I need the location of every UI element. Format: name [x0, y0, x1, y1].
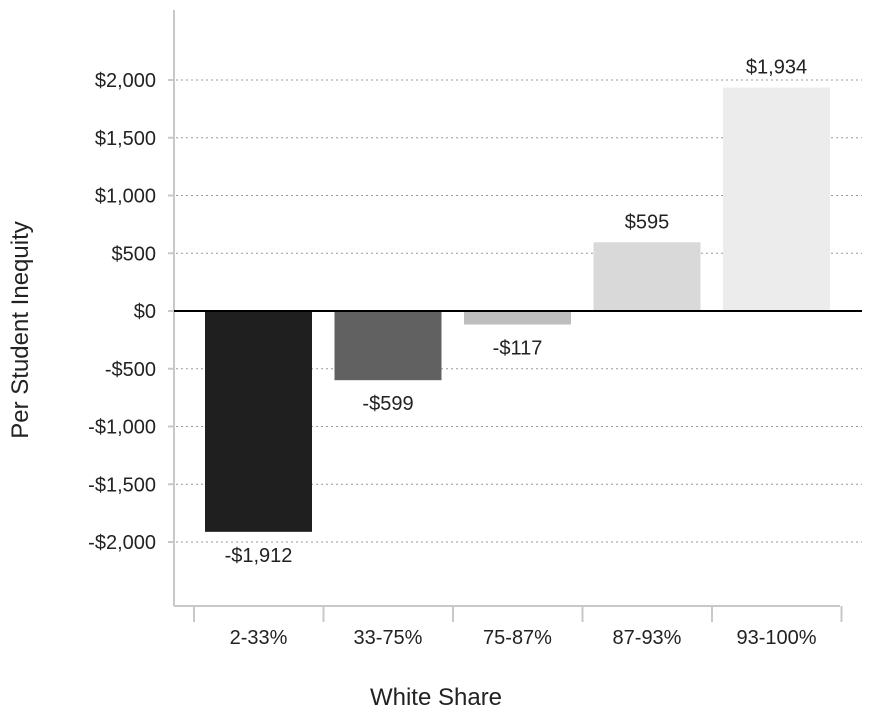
- data-labels: -$1,912 -$599 -$117 $595 $1,934: [225, 57, 808, 567]
- bar: [334, 311, 442, 381]
- bars: [205, 87, 830, 532]
- x-tick-label: 93-100%: [736, 627, 816, 649]
- bar: [723, 87, 830, 311]
- data-label: -$1,912: [225, 545, 293, 567]
- data-label: $595: [625, 211, 670, 233]
- y-tick-label: -$2,000: [88, 532, 156, 554]
- x-axis-title: White Share: [370, 684, 502, 711]
- data-label: -$599: [362, 393, 413, 415]
- y-axis-title: Per Student Inequity: [7, 221, 34, 438]
- y-tick-label: -$500: [105, 359, 156, 381]
- y-tick-label: $2,000: [95, 70, 156, 92]
- bar: [593, 242, 701, 311]
- axes: [173, 10, 862, 607]
- data-label: -$117: [493, 338, 543, 360]
- x-tick-labels: 2-33% 33-75% 75-87% 87-93% 93-100%: [193, 606, 843, 649]
- bar: [464, 311, 571, 325]
- x-tick-label: 87-93%: [613, 627, 682, 649]
- x-tick-label: 75-87%: [483, 627, 552, 649]
- y-tick-label: $500: [112, 243, 157, 265]
- bar: [205, 311, 312, 532]
- y-tick-labels: $2,000 $1,500 $1,000 $500 $0 -$500 -$1,000 -$1,…: [88, 70, 174, 554]
- y-tick-label: -$1,500: [88, 474, 156, 496]
- y-tick-label: $1,500: [95, 128, 156, 150]
- x-tick-label: 33-75%: [354, 627, 423, 649]
- data-label: $1,934: [746, 57, 807, 79]
- x-tick-label: 2-33%: [230, 627, 288, 649]
- y-tick-label: -$1,000: [88, 417, 156, 439]
- y-tick-label: $1,000: [95, 186, 156, 208]
- y-tick-label: $0: [134, 301, 156, 323]
